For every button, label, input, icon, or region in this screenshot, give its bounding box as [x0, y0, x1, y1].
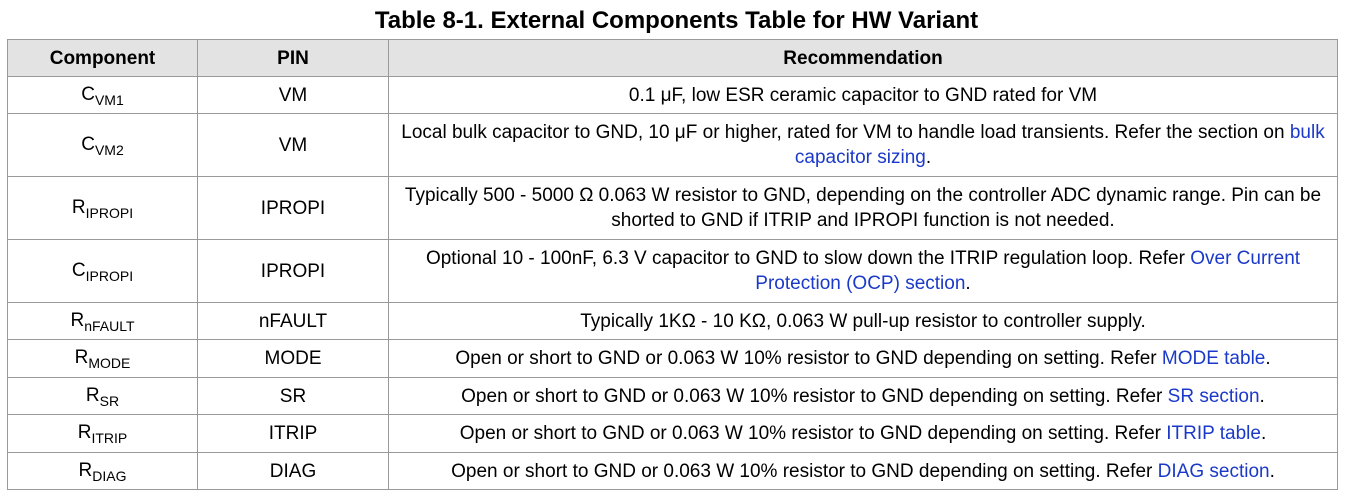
- pin-cell: MODE: [197, 339, 389, 378]
- table-row: RMODE MODE Open or short to GND or 0.063…: [7, 339, 1338, 378]
- pin-cell: DIAG: [197, 452, 389, 490]
- recommendation-tail: .: [1260, 423, 1267, 444]
- table-row: RIPROPI IPROPI Typically 500 - 5000 Ω 0.…: [7, 176, 1338, 240]
- pin-cell: VM: [197, 76, 389, 114]
- recommendation-text: Typically 1KΩ - 10 KΩ, 0.063 W pull-up r…: [580, 310, 1146, 332]
- component-cell: RnFAULT: [7, 302, 198, 340]
- component-symbol: CVM1: [81, 82, 124, 113]
- component-subscript: nFAULT: [84, 317, 135, 334]
- component-base: R: [78, 459, 93, 481]
- diag-section-link[interactable]: DIAG section: [1157, 460, 1270, 482]
- bulk-capacitor-sizing-link[interactable]: bulk capacitor sizing: [794, 122, 1325, 168]
- recommendation-text: Open or short to GND or 0.063 W 10% resi…: [461, 385, 1168, 407]
- recommendation-text: Open or short to GND or 0.063 W 10% resi…: [451, 460, 1158, 482]
- recommendation-cell: Open or short to GND or 0.063 W 10% resi…: [388, 339, 1338, 378]
- recommendation-tail: .: [1269, 460, 1275, 482]
- component-base: C: [71, 259, 86, 281]
- recommendation-cell: Typically 1KΩ - 10 KΩ, 0.063 W pull-up r…: [388, 302, 1338, 340]
- recommendation-cell: 0.1 μF, low ESR ceramic capacitor to GND…: [388, 76, 1338, 114]
- pin-cell: ITRIP: [197, 414, 389, 453]
- recommendation-tail: .: [1265, 348, 1271, 369]
- component-cell: CIPROPI: [7, 239, 198, 303]
- pin-cell: IPROPI: [197, 176, 389, 240]
- component-symbol: RITRIP: [78, 420, 128, 451]
- recommendation-tail: .: [965, 273, 971, 294]
- sr-section-link[interactable]: SR section: [1167, 385, 1260, 407]
- component-cell: RDIAG: [7, 452, 198, 490]
- component-cell: RITRIP: [7, 414, 198, 453]
- component-subscript: VM1: [94, 91, 124, 108]
- component-symbol: RIPROPI: [72, 195, 133, 226]
- component-cell: CVM2: [7, 113, 198, 177]
- recommendation-tail: .: [925, 147, 932, 168]
- recommendation-cell: Open or short to GND or 0.063 W 10% resi…: [388, 377, 1338, 415]
- component-cell: RMODE: [7, 339, 198, 378]
- component-symbol: RnFAULT: [70, 308, 134, 339]
- recommendation-text: Optional 10 - 100nF, 6.3 V capacitor to …: [425, 248, 1191, 269]
- recommendation-text: Open or short to GND or 0.063 W 10% resi…: [455, 348, 1162, 369]
- recommendation-cell: Typically 500 - 5000 Ω 0.063 W resistor …: [388, 176, 1338, 240]
- component-base: C: [81, 133, 95, 155]
- component-base: R: [74, 347, 89, 368]
- table-row: CVM1 VM 0.1 μF, low ESR ceramic capacito…: [7, 76, 1338, 114]
- recommendation-text: Open or short to GND or 0.063 W 10% resi…: [459, 423, 1167, 444]
- component-subscript: MODE: [88, 355, 131, 371]
- component-base: R: [71, 196, 86, 218]
- recommendation-cell: Open or short to GND or 0.063 W 10% resi…: [388, 414, 1338, 453]
- table-row: CVM2 VM Local bulk capacitor to GND, 10 …: [7, 113, 1338, 177]
- component-subscript: DIAG: [92, 467, 127, 484]
- component-base: R: [77, 422, 92, 443]
- recommendation-cell: Optional 10 - 100nF, 6.3 V capacitor to …: [388, 239, 1338, 303]
- component-cell: CVM1: [7, 76, 198, 114]
- component-symbol: CIPROPI: [72, 258, 133, 289]
- pin-cell: VM: [197, 113, 389, 177]
- table-row: RSR SR Open or short to GND or 0.063 W 1…: [7, 377, 1338, 415]
- table-row: CIPROPI IPROPI Optional 10 - 100nF, 6.3 …: [7, 239, 1338, 303]
- table-row: RITRIP ITRIP Open or short to GND or 0.0…: [7, 414, 1338, 453]
- recommendation-text: 0.1 μF, low ESR ceramic capacitor to GND…: [628, 84, 1098, 106]
- component-symbol: RSR: [86, 383, 119, 414]
- recommendation-cell: Open or short to GND or 0.063 W 10% resi…: [388, 452, 1338, 490]
- component-base: R: [85, 384, 100, 406]
- column-header-recommendation: Recommendation: [388, 39, 1338, 77]
- component-cell: RSR: [7, 377, 198, 415]
- component-subscript: IPROPI: [85, 267, 134, 284]
- component-symbol: RDIAG: [79, 458, 127, 489]
- recommendation-text: Local bulk capacitor to GND, 10 μF or hi…: [401, 122, 1290, 143]
- component-base: C: [81, 83, 95, 105]
- component-subscript: SR: [99, 392, 120, 409]
- pin-cell: IPROPI: [197, 239, 389, 303]
- external-components-table: Component PIN Recommendation CVM1 VM 0.1…: [7, 39, 1338, 490]
- component-subscript: ITRIP: [91, 430, 128, 446]
- table-row: RDIAG DIAG Open or short to GND or 0.063…: [7, 452, 1338, 490]
- recommendation-cell: Local bulk capacitor to GND, 10 μF or hi…: [388, 113, 1338, 177]
- recommendation-text: Typically 500 - 5000 Ω 0.063 W resistor …: [404, 185, 1322, 231]
- table-row: RnFAULT nFAULT Typically 1KΩ - 10 KΩ, 0.…: [7, 302, 1338, 340]
- component-symbol: CVM2: [81, 132, 124, 163]
- component-base: R: [70, 309, 85, 331]
- column-header-pin: PIN: [197, 39, 389, 77]
- component-subscript: IPROPI: [85, 204, 134, 221]
- table-title: Table 8-1. External Components Table for…: [374, 7, 979, 34]
- component-symbol: RMODE: [75, 345, 131, 376]
- mode-table-link[interactable]: MODE table: [1161, 348, 1266, 369]
- component-cell: RIPROPI: [7, 176, 198, 240]
- ocp-section-link[interactable]: Over Current Protection (OCP) section: [755, 248, 1301, 294]
- pin-cell: nFAULT: [197, 302, 389, 340]
- pin-cell: SR: [197, 377, 389, 415]
- column-header-component: Component: [7, 39, 198, 77]
- recommendation-tail: .: [1259, 385, 1265, 407]
- table-header-row: Component PIN Recommendation: [7, 39, 1338, 77]
- itrip-table-link[interactable]: ITRIP table: [1166, 423, 1261, 444]
- component-subscript: VM2: [94, 141, 124, 158]
